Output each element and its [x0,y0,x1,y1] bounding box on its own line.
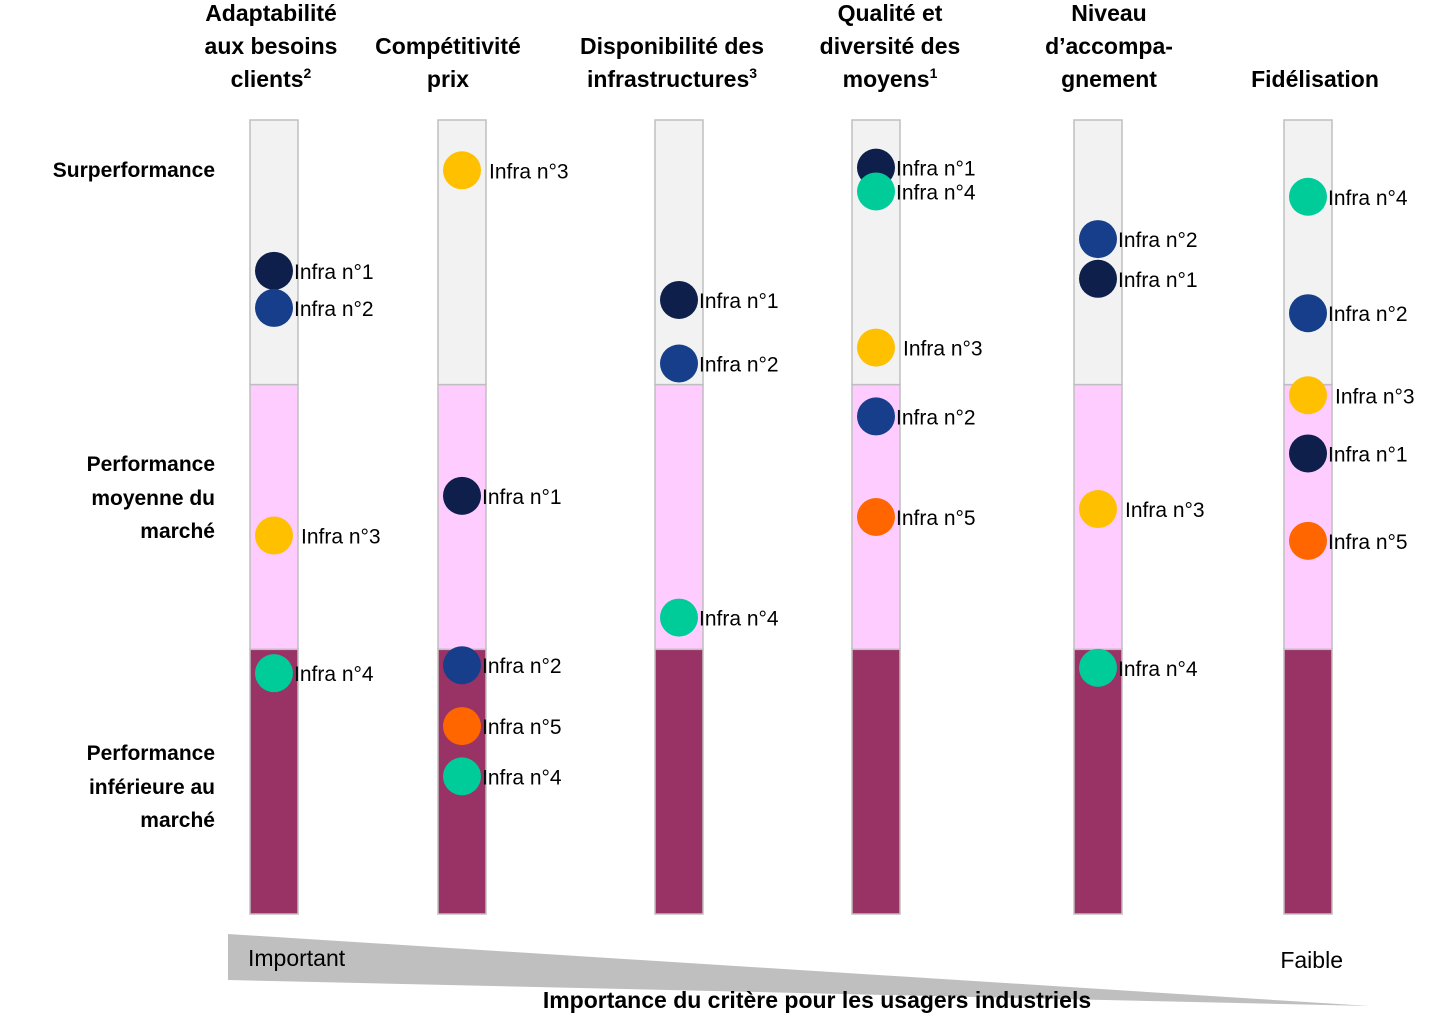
point-label-col5-infra-1: Infra n°1 [1118,269,1198,292]
point-label-col1-infra-1: Infra n°1 [294,261,374,284]
bar-3-segment-1 [654,119,704,386]
importance-axis-title: Importance du critère pour les usagers i… [543,987,1091,1013]
point-col2-infra-5 [443,707,481,746]
column-title-6-line-1: Fidélisation [1251,66,1379,92]
point-col1-infra-3 [255,516,293,555]
point-col5-infra-3 [1079,490,1117,529]
bar-6-segment-3 [1283,648,1333,915]
column-title-4-line-1: Qualité et [838,0,943,26]
point-label-col5-infra-4: Infra n°4 [1118,658,1198,681]
point-label-col5-infra-2: Infra n°2 [1118,229,1198,252]
point-label-col4-infra-3: Infra n°3 [903,338,983,361]
point-label-col2-infra-5: Infra n°5 [482,716,562,739]
level-label-3-line-3: marché [140,809,215,832]
point-col6-infra-3 [1289,376,1327,415]
column-title-2-line-1: Compétitivité [375,33,521,59]
point-col1-infra-2 [255,288,293,327]
column-title-1-line-1: Adaptabilité [205,0,337,26]
point-col1-infra-1 [255,251,293,290]
point-label-col2-infra-2: Infra n°2 [482,655,562,678]
bar-2-segment-2 [437,383,487,651]
footnote-marker: 2 [304,65,312,81]
point-label-col4-infra-4: Infra n°4 [896,181,976,204]
point-col5-infra-4 [1079,648,1117,687]
point-label-col2-infra-3: Infra n°3 [489,160,569,183]
level-label-2-line-3: marché [140,520,215,543]
point-label-col6-infra-2: Infra n°2 [1328,303,1408,326]
column-title-5-line-2: d’accompa- [1045,33,1173,59]
point-label-col4-infra-2: Infra n°2 [896,406,976,429]
bar-3-segment-3 [654,648,704,915]
footnote-marker: 1 [930,65,938,81]
level-label-3-line-1: Performance [87,742,215,765]
level-label-2-line-1: Performance [87,453,215,476]
column-title-3-line-2: infrastructures3 [587,65,757,92]
column-title-2-line-2: prix [427,66,469,92]
level-label-3-line-2: inférieure au [89,776,215,799]
point-label-col6-infra-3: Infra n°3 [1335,385,1415,408]
bar-5-segment-3 [1073,648,1123,915]
importance-high-label: Important [248,945,346,971]
point-col3-infra-1 [660,280,698,319]
point-col6-infra-1 [1289,434,1327,473]
point-col2-infra-2 [443,646,481,685]
point-col4-infra-4 [857,172,895,211]
point-label-col1-infra-3: Infra n°3 [301,526,381,549]
point-col4-infra-3 [857,328,895,367]
point-label-col2-infra-1: Infra n°1 [482,486,562,509]
point-label-col6-infra-4: Infra n°4 [1328,187,1408,210]
point-col5-infra-2 [1079,220,1117,259]
point-col4-infra-2 [857,397,895,436]
column-title-5-line-1: Niveau [1071,0,1146,26]
point-label-col4-infra-5: Infra n°5 [896,507,976,530]
point-label-col3-infra-4: Infra n°4 [699,608,779,631]
point-label-col5-infra-3: Infra n°3 [1125,499,1205,522]
point-label-col6-infra-1: Infra n°1 [1328,443,1408,466]
point-label-col3-infra-1: Infra n°1 [699,290,779,313]
column-title-3-line-1: Disponibilité des [580,33,764,59]
point-col6-infra-5 [1289,521,1327,560]
bar-1-segment-3 [249,648,299,915]
point-label-col6-infra-5: Infra n°5 [1328,531,1408,554]
point-label-col2-infra-4: Infra n°4 [482,766,562,789]
point-col2-infra-3 [443,151,481,190]
point-col6-infra-2 [1289,294,1327,333]
point-col4-infra-5 [857,498,895,536]
point-col5-infra-1 [1079,259,1117,298]
bar-4-segment-3 [851,648,901,915]
point-col3-infra-4 [660,598,698,637]
column-title-1-line-3: clients2 [231,65,312,92]
bar-6-segment-2 [1283,383,1333,651]
level-label-2-line-2: moyenne du [91,487,215,510]
point-col2-infra-4 [443,757,481,796]
footnote-marker: 3 [749,65,757,81]
point-col2-infra-1 [443,476,481,515]
column-title-4-line-2: diversité des [820,33,961,59]
level-label-1-line-1: Surperformance [53,159,215,182]
point-col1-infra-4 [255,654,293,693]
point-col3-infra-2 [660,344,698,383]
point-label-col1-infra-4: Infra n°4 [294,663,374,686]
point-label-col1-infra-2: Infra n°2 [294,298,374,321]
column-title-1-line-2: aux besoins [205,33,338,59]
point-col6-infra-4 [1289,177,1327,216]
importance-low-label: Faible [1280,947,1343,973]
point-label-col3-infra-2: Infra n°2 [699,353,779,376]
column-title-5-line-3: gnement [1061,66,1157,92]
point-label-col4-infra-1: Infra n°1 [896,158,976,181]
bar-6-segment-1 [1283,119,1333,386]
column-title-4-line-3: moyens1 [843,65,938,92]
importance-wedge [228,934,1370,1006]
